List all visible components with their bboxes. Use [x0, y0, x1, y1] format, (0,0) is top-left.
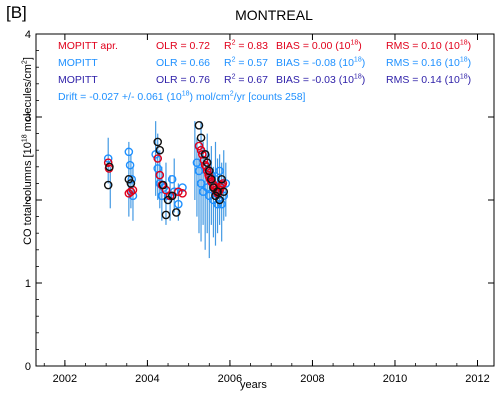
data-point: [127, 174, 137, 184]
x-tick-label: 2010: [383, 373, 407, 385]
panel-label: [B]: [6, 3, 27, 22]
x-tick-label: 2002: [53, 373, 77, 385]
data-point: [153, 154, 163, 163]
data-point: [218, 179, 228, 188]
stats-bias: BIAS = 0.00 (1018): [276, 39, 362, 53]
data-point: [213, 187, 222, 196]
data-point: [125, 160, 135, 170]
y-tick-label: 3: [25, 112, 31, 124]
drift-line: Drift = -0.027 +/- 0.061 (1018) mol/cm2/…: [58, 90, 306, 104]
data-point: [103, 154, 113, 163]
data-point: [171, 208, 181, 217]
data-point: [196, 133, 206, 143]
stats-label: MOPITT apr.: [58, 40, 118, 52]
data-point: [217, 199, 226, 209]
stats-bias: BIAS = -0.03 (1018): [276, 73, 366, 87]
y-axis-label: CO total columns [1018 molecules/cm2]: [21, 57, 34, 245]
x-axis-label: years: [240, 379, 267, 391]
data-point: [174, 199, 183, 209]
data-point: [105, 162, 114, 172]
data-point: [153, 137, 163, 147]
data-point: [178, 189, 187, 198]
stats-r2: R2 = 0.67: [224, 73, 268, 87]
data-point: [161, 210, 171, 220]
data-point: [215, 166, 224, 176]
data-point: [174, 187, 183, 196]
data-point: [124, 147, 134, 157]
data-point: [103, 158, 113, 167]
stats-rms: RMS = 0.16 (1018): [386, 56, 472, 70]
data-point: [158, 180, 168, 190]
x-tick-label: 2004: [135, 373, 159, 385]
stats-olr: OLR = 0.66: [156, 57, 210, 69]
x-tick-label: 2012: [465, 373, 489, 385]
data-point: [202, 158, 212, 167]
stats-rms: RMS = 0.14 (1018): [386, 73, 472, 87]
data-point: [126, 187, 136, 196]
y-tick-label: 1: [25, 278, 31, 290]
data-point: [167, 191, 177, 201]
stats-olr: OLR = 0.72: [156, 40, 210, 52]
data-point: [196, 179, 206, 188]
data-point: [126, 179, 136, 188]
data-point: [200, 150, 210, 159]
data-point: [124, 174, 134, 184]
data-point: [194, 166, 204, 176]
y-tick-label: 0: [25, 361, 31, 373]
data-point: [204, 166, 214, 176]
data-point: [207, 174, 216, 184]
stats-rms: RMS = 0.10 (1018): [386, 39, 472, 53]
data-point: [219, 187, 229, 196]
stats-bias: BIAS = -0.08 (1018): [276, 56, 366, 70]
data-point: [197, 150, 207, 159]
data-point: [157, 191, 167, 201]
stats-r2: R2 = 0.83: [224, 39, 268, 53]
data-point: [200, 160, 210, 170]
data-point: [194, 141, 204, 151]
data-point: [213, 199, 222, 209]
data-points: [103, 121, 231, 220]
y-tick-label: 4: [25, 29, 31, 41]
x-tick-label: 2006: [218, 373, 242, 385]
stats-label: MOPITT: [58, 57, 98, 69]
stats-r2: R2 = 0.57: [224, 56, 268, 70]
data-point: [217, 174, 226, 184]
data-point: [155, 170, 165, 180]
stats-olr: OLR = 0.76: [156, 74, 210, 86]
data-point: [194, 121, 204, 130]
x-tick-label: 2008: [300, 373, 324, 385]
y-tick-label: 2: [25, 195, 31, 207]
data-point: [167, 174, 177, 184]
stats-label: MOPITT: [58, 74, 98, 86]
data-point: [155, 145, 165, 155]
data-point: [103, 180, 113, 190]
chart-title: MONTREAL: [235, 7, 313, 23]
data-point: [215, 195, 224, 205]
